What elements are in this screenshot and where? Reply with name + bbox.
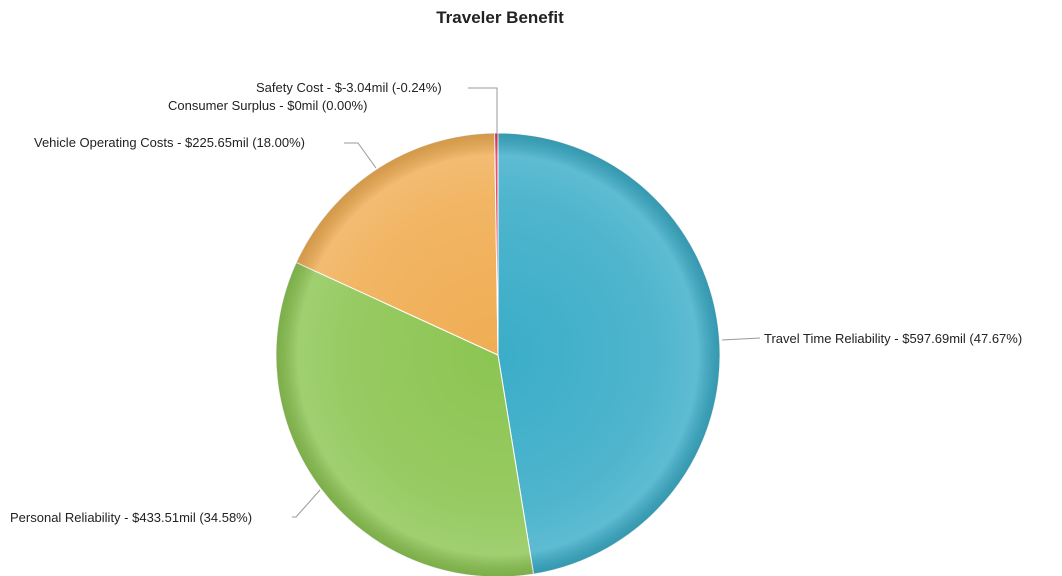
leader-line xyxy=(468,87,498,134)
leader-line xyxy=(721,337,761,341)
slice-label-consumer-surplus: Consumer Surplus - $0mil (0.00%) xyxy=(168,98,367,113)
pie-slice-travel-time-reliability[interactable] xyxy=(497,132,721,575)
leader-line xyxy=(344,142,377,169)
chart-title: Traveler Benefit xyxy=(436,8,564,27)
slice-label-personal-reliability: Personal Reliability - $433.51mil (34.58… xyxy=(10,510,252,525)
leader-line xyxy=(292,489,321,518)
slice-label-vehicle-operating-costs: Vehicle Operating Costs - $225.65mil (18… xyxy=(34,135,305,150)
pie-slices xyxy=(275,132,721,576)
slice-label-safety-cost: Safety Cost - $-3.04mil (-0.24%) xyxy=(256,80,442,95)
slice-label-travel-time-reliability: Travel Time Reliability - $597.69mil (47… xyxy=(764,331,1022,346)
pie-labels: Travel Time Reliability - $597.69mil (47… xyxy=(10,80,1022,525)
